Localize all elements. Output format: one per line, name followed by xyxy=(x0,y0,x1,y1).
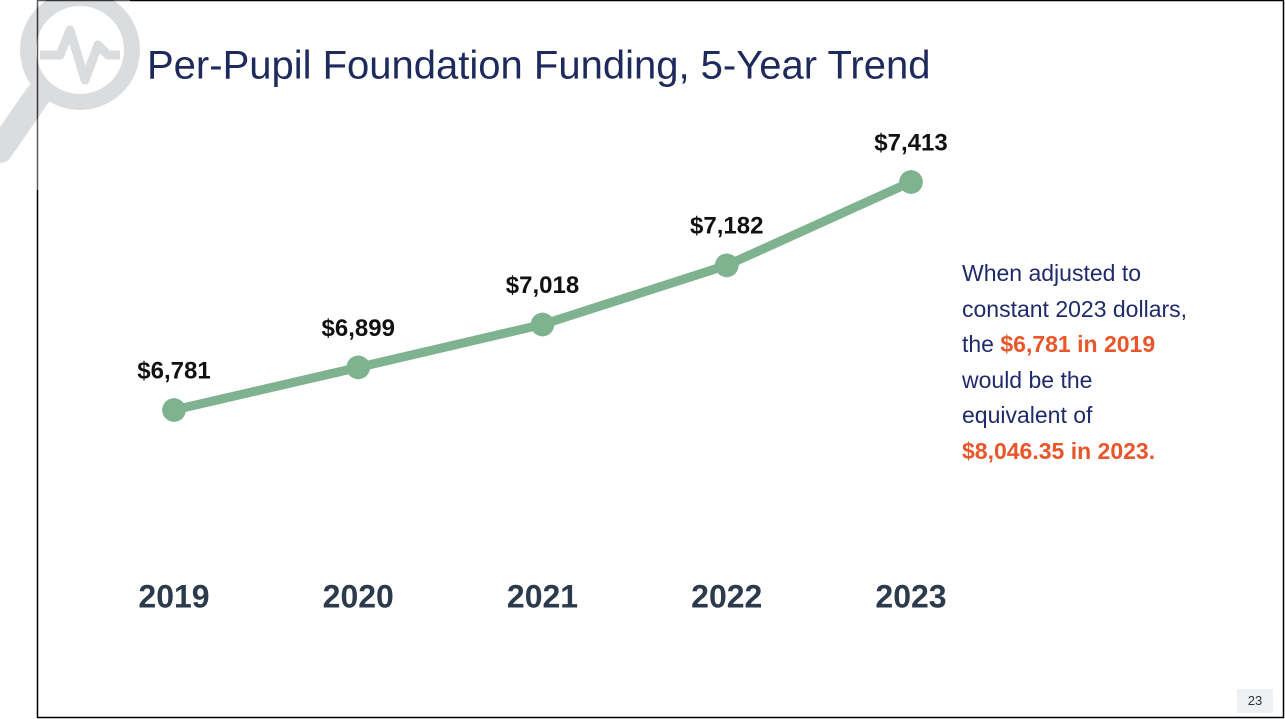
annotation-line: constant 2023 dollars, xyxy=(962,292,1187,328)
x-tick-label: 2019 xyxy=(138,578,209,614)
data-label: $6,899 xyxy=(322,315,395,342)
x-tick-label: 2021 xyxy=(507,578,578,614)
annotation-text: $6,781 in 2019 xyxy=(1000,331,1156,357)
annotation-line: the $6,781 in 2019 xyxy=(962,327,1187,363)
x-tick-label: 2020 xyxy=(323,578,394,614)
annotation: When adjusted to constant 2023 dollars, th… xyxy=(962,256,1187,469)
data-label: $7,182 xyxy=(690,213,763,240)
chart-title: Per-Pupil Foundation Funding, 5-Year Tre… xyxy=(147,44,930,88)
x-tick-label: 2022 xyxy=(691,578,762,614)
marker xyxy=(530,312,555,337)
slide-border xyxy=(36,0,1285,719)
data-label: $6,781 xyxy=(137,357,210,384)
marker xyxy=(899,170,923,194)
data-label: $7,018 xyxy=(506,272,579,299)
annotation-text: $8,046.35 in 2023. xyxy=(962,437,1156,464)
marker xyxy=(162,398,186,422)
data-label: $7,413 xyxy=(874,129,947,156)
annotation-text: constant 2023 dollars, xyxy=(962,295,1188,322)
annotation-text: equivalent of xyxy=(962,402,1093,428)
annotation-text: would be the xyxy=(962,366,1093,393)
x-tick-label: 2023 xyxy=(875,578,946,614)
annotation-text: When adjusted to xyxy=(962,260,1142,286)
marker xyxy=(346,355,371,380)
annotation-text: the xyxy=(962,331,1001,357)
logo xyxy=(0,0,140,190)
annotation-line: When adjusted to xyxy=(962,256,1187,292)
marker xyxy=(714,253,739,278)
annotation-line: would be the xyxy=(962,363,1187,399)
slide-number: 23 xyxy=(1237,689,1273,713)
annotation-line: equivalent of xyxy=(962,398,1187,434)
annotation-line: $8,046.35 in 2023. xyxy=(962,434,1187,470)
